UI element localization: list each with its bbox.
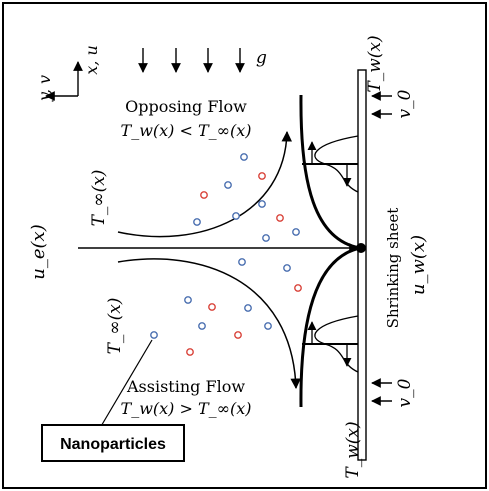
- particle-blue: [240, 153, 248, 161]
- particle-blue: [193, 218, 201, 226]
- gravity-label: g: [256, 48, 267, 68]
- particle-blue: [258, 200, 266, 208]
- particle-blue: [184, 296, 192, 304]
- sheet-velocity-label: u_w(x): [408, 235, 429, 295]
- particle-blue: [232, 212, 240, 220]
- shrinking-sheet: [357, 69, 367, 461]
- suction-arrows-top: [371, 91, 392, 119]
- particle-blue: [150, 331, 158, 339]
- particle-blue: [283, 264, 291, 272]
- particle-blue: [262, 234, 270, 242]
- axis-y-label: y, v: [35, 75, 54, 102]
- particle-blue: [224, 181, 232, 189]
- particle-red: [258, 172, 266, 180]
- free-stream-velocity-label: u_e(x): [28, 224, 49, 279]
- streamlines: [117, 130, 301, 390]
- particle-blue: [264, 322, 272, 330]
- gravity-arrows: [138, 48, 245, 73]
- ambient-temp-upper-label: T_∞(x): [89, 170, 109, 227]
- nanoparticles-label: Nanoparticles: [60, 436, 166, 453]
- velocity-profile-lower: [302, 315, 359, 373]
- wall-temp-top-label: T_w(x): [365, 35, 385, 92]
- particle-blue: [238, 258, 246, 266]
- particle-blue: [292, 228, 300, 236]
- suction-bottom-label: v_0: [395, 378, 415, 407]
- nanoparticles: [150, 153, 302, 356]
- opposing-flow-condition: T_w(x) < T_∞(x): [121, 121, 252, 140]
- suction-arrows-bottom: [371, 378, 392, 406]
- particle-red: [234, 331, 242, 339]
- wall-temp-bottom-label: T_w(x): [343, 421, 363, 478]
- opposing-flow-title: Opposing Flow: [125, 97, 247, 116]
- velocity-profile-upper: [302, 135, 359, 193]
- sheet-caption: Shrinking sheet: [384, 208, 402, 329]
- nanoparticles-label-box: [41, 424, 185, 462]
- assisting-flow-condition: T_w(x) > T_∞(x): [121, 399, 252, 418]
- particle-red: [276, 214, 284, 222]
- particle-red: [186, 348, 194, 356]
- stagnation-point: [356, 243, 366, 253]
- particle-blue: [244, 304, 252, 312]
- boundary-layer-edge: [299, 94, 361, 408]
- particle-red: [294, 284, 302, 292]
- nanoparticles-leader-line: [99, 339, 153, 429]
- axis-x-label: x, u: [82, 45, 101, 75]
- particle-red: [200, 191, 208, 199]
- assisting-flow-title: Assisting Flow: [126, 377, 245, 396]
- particle-blue: [198, 322, 206, 330]
- coordinate-axes: [45, 61, 83, 101]
- particle-red: [208, 303, 216, 311]
- suction-top-label: v_0: [395, 89, 415, 118]
- ambient-temp-lower-label: T_∞(x): [105, 298, 125, 355]
